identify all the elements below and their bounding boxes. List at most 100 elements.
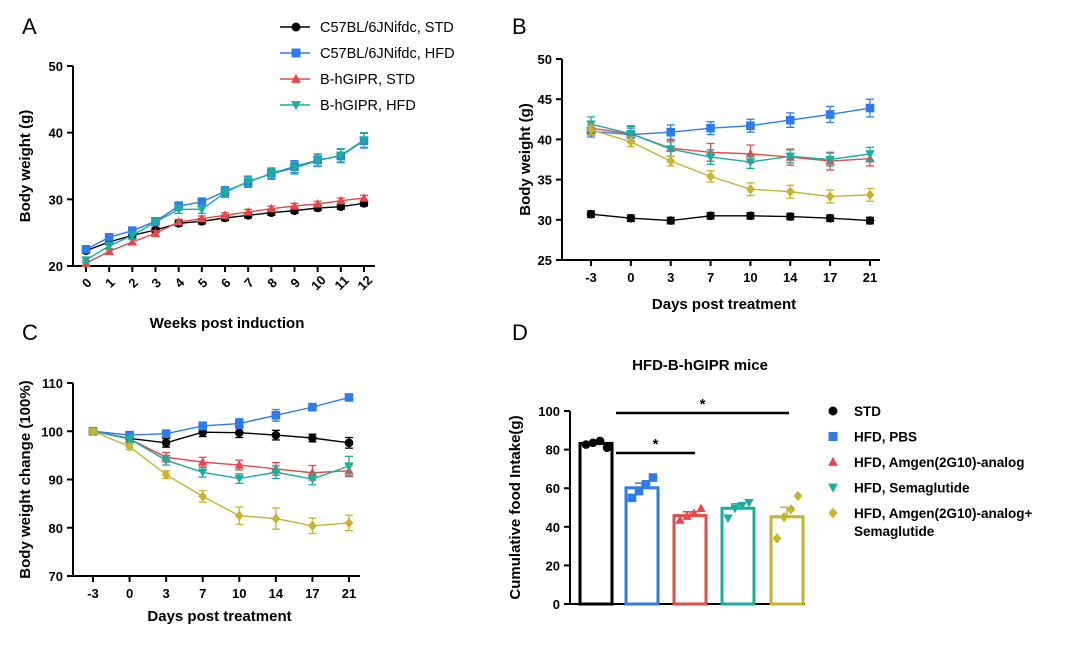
x-tick-label: 10 [743, 270, 757, 285]
y-tick-label: 40 [49, 126, 63, 141]
data-point [666, 127, 676, 137]
data-point [336, 195, 346, 205]
data-point [696, 503, 706, 513]
data-point [665, 145, 676, 154]
x-tick-label: 12 [354, 272, 375, 293]
panel-letter: C [22, 320, 38, 345]
bar-group [720, 499, 756, 606]
legend-marker [828, 483, 838, 493]
data-point [220, 189, 230, 198]
data-point [595, 436, 605, 446]
y-tick-label: 20 [546, 558, 560, 573]
data-point [197, 457, 208, 466]
x-tick-label: 10 [308, 272, 329, 293]
data-point [243, 177, 253, 187]
data-point [150, 218, 161, 227]
data-point [737, 501, 747, 511]
x-tick-label: 17 [305, 586, 319, 601]
bar [769, 515, 805, 606]
bar-group [769, 490, 805, 606]
bar-group [672, 503, 708, 606]
significance-label: * [700, 396, 706, 413]
legend-label: STD [854, 404, 881, 419]
data-point [173, 205, 184, 215]
data-point [197, 468, 208, 478]
x-tick-label: 7 [241, 275, 257, 291]
data-point [626, 213, 636, 223]
data-point [81, 245, 91, 254]
legend-marker [291, 101, 301, 111]
series [81, 132, 369, 265]
data-point [127, 237, 138, 246]
significance-label: * [653, 436, 659, 453]
series-line [85, 139, 365, 261]
x-tick-label: 14 [269, 586, 284, 601]
bar [578, 441, 614, 606]
legend-label: C57BL/6JNifdc, STD [320, 20, 454, 36]
bar-group [624, 473, 660, 606]
data-point [730, 504, 740, 514]
legend-label: HFD, Amgen(2G10)-analog+ [854, 506, 1033, 521]
data-point [88, 426, 98, 437]
x-tick-label: 0 [627, 270, 634, 285]
data-point [705, 153, 716, 163]
data-point [197, 205, 207, 215]
data-point [746, 184, 755, 195]
data-point [344, 517, 354, 529]
series [586, 116, 875, 169]
legend-marker [291, 73, 301, 83]
series [88, 426, 354, 449]
series-line [92, 396, 350, 436]
x-tick-label: 17 [823, 270, 837, 285]
y-tick-label: 100 [538, 404, 560, 419]
data-point [785, 186, 795, 197]
series [81, 193, 369, 267]
y-tick-label: 45 [538, 92, 552, 107]
legend: C57BL/6JNifdc, STD C57BL/6JNifdc, HFD B-hG… [280, 20, 455, 114]
y-tick-label: 30 [49, 192, 63, 207]
bar [672, 514, 708, 606]
panel-letter: D [512, 320, 528, 345]
series-line [590, 123, 871, 163]
x-tick-label: 7 [707, 270, 714, 285]
chart-panel-d: D 0 20 40 60 80 100 Cumulative food Intake(g) HF… [507, 320, 1033, 612]
data-point [666, 216, 676, 225]
data-point [128, 226, 137, 235]
data-point [785, 115, 795, 125]
data-point [266, 203, 277, 213]
legend: STD HFD, PBS HFD, Amgen(2G10)-analog HFD, S… [828, 404, 1033, 539]
data-point [865, 216, 875, 225]
x-tick-label: 2 [125, 275, 141, 291]
data-point [271, 430, 281, 440]
data-point [723, 514, 733, 524]
x-tick-label: 6 [218, 275, 234, 291]
data-point [234, 460, 245, 469]
x-tick-label: 11 [331, 273, 351, 293]
data-point [825, 213, 835, 223]
data-point [865, 103, 875, 113]
x-tick-label: 9 [287, 275, 303, 291]
data-point [825, 110, 835, 119]
legend-marker [828, 432, 838, 441]
panel-letter: A [22, 14, 37, 39]
data-point [359, 136, 369, 145]
data-point [344, 438, 354, 448]
data-point [336, 202, 346, 211]
x-axis-title: Weeks post induction [150, 315, 305, 332]
legend-marker [828, 507, 838, 519]
data-point [308, 520, 317, 531]
x-tick-label: 3 [667, 270, 674, 285]
data-point [641, 480, 651, 489]
data-point [586, 124, 596, 135]
x-tick-label: 7 [199, 586, 206, 601]
panel-letter: B [512, 14, 527, 39]
data-point [271, 468, 281, 478]
data-point [81, 256, 91, 265]
y-tick-label: 80 [49, 521, 63, 536]
data-point [161, 456, 171, 466]
chart-title: HFD-B-hGIPR mice [632, 357, 768, 374]
data-point [344, 462, 354, 471]
data-point [744, 499, 754, 508]
y-tick-label: 40 [546, 520, 560, 535]
